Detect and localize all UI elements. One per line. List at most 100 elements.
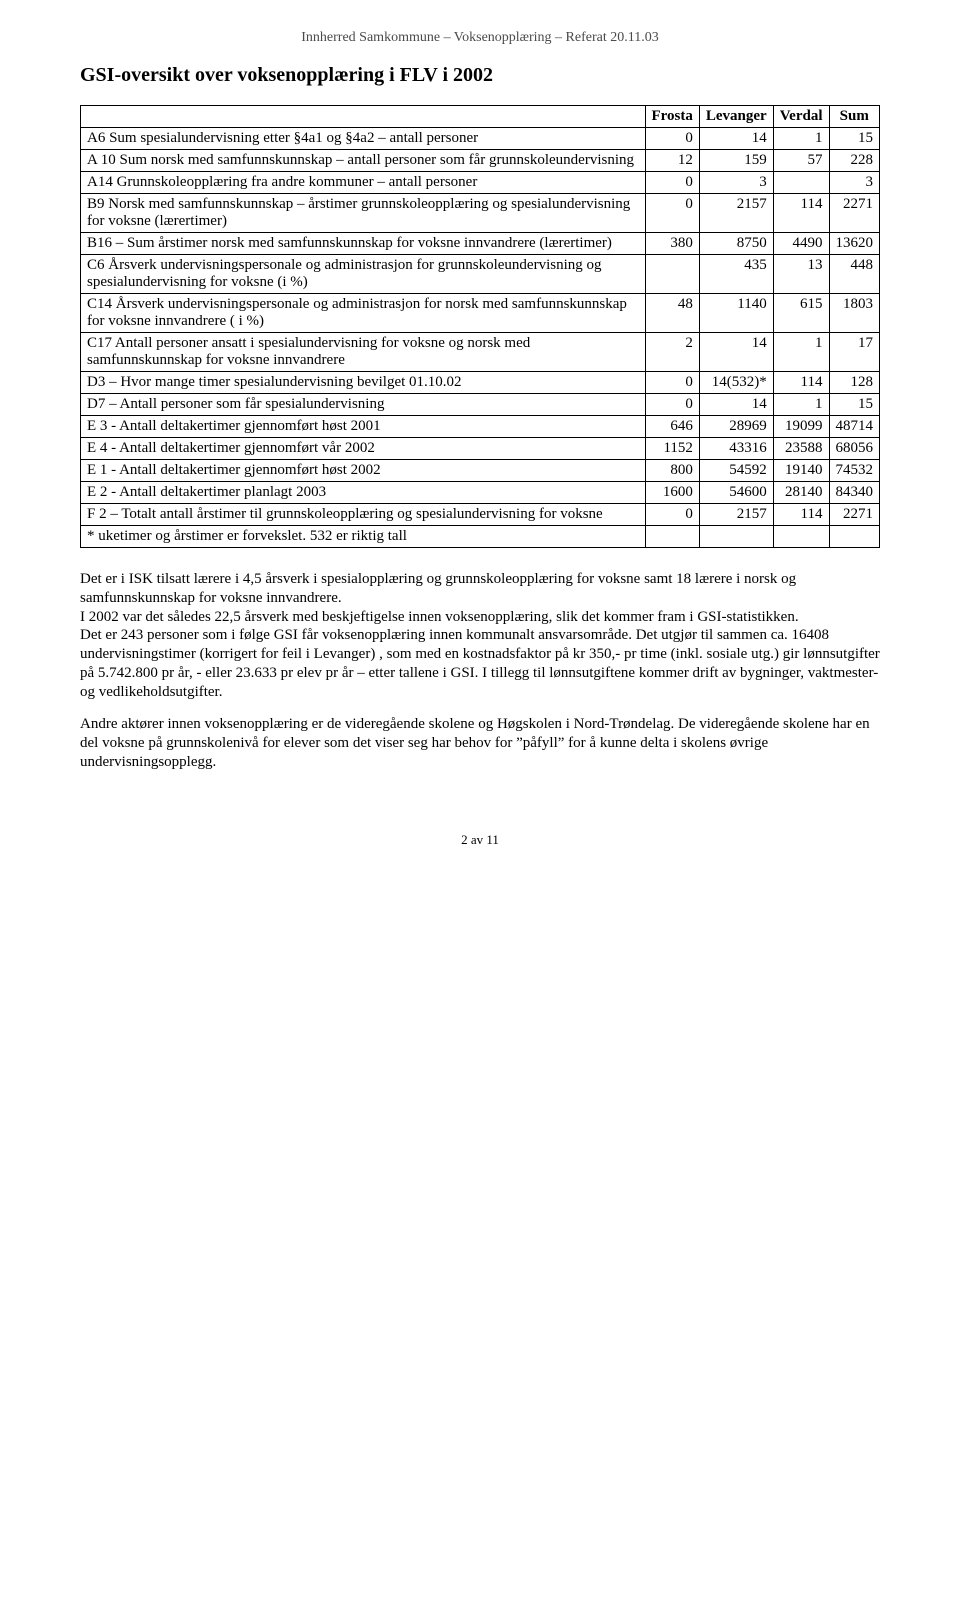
- row-label: E 2 - Antall deltakertimer planlagt 2003: [81, 482, 646, 504]
- table-row: C17 Antall personer ansatt i spesialunde…: [81, 333, 880, 372]
- row-label: A 10 Sum norsk med samfunnskunnskap – an…: [81, 150, 646, 172]
- row-cell: [645, 255, 699, 294]
- table-row: B16 – Sum årstimer norsk med samfunnskun…: [81, 233, 880, 255]
- table-row: C6 Årsverk undervisningspersonale og adm…: [81, 255, 880, 294]
- row-cell: 54600: [699, 482, 773, 504]
- row-label: E 4 - Antall deltakertimer gjennomført v…: [81, 438, 646, 460]
- row-cell: 2271: [829, 194, 880, 233]
- row-cell: [773, 526, 829, 548]
- paragraph: Det er i ISK tilsatt lærere i 4,5 årsver…: [80, 570, 880, 701]
- gsi-table: Frosta Levanger Verdal Sum A6 Sum spesia…: [80, 105, 880, 548]
- row-cell: 800: [645, 460, 699, 482]
- row-cell: [699, 526, 773, 548]
- table-row: D3 – Hvor mange timer spesialundervisnin…: [81, 372, 880, 394]
- page-footer: 2 av 11: [80, 832, 880, 848]
- row-cell: 3: [829, 172, 880, 194]
- row-label: C6 Årsverk undervisningspersonale og adm…: [81, 255, 646, 294]
- row-cell: 12: [645, 150, 699, 172]
- row-cell: 114: [773, 372, 829, 394]
- row-cell: 48: [645, 294, 699, 333]
- row-cell: 14: [699, 394, 773, 416]
- row-cell: [645, 526, 699, 548]
- row-cell: 2157: [699, 194, 773, 233]
- row-cell: 14: [699, 128, 773, 150]
- table-row: E 3 - Antall deltakertimer gjennomført h…: [81, 416, 880, 438]
- table-body: A6 Sum spesialundervisning etter §4a1 og…: [81, 128, 880, 548]
- row-cell: 114: [773, 194, 829, 233]
- row-cell: 13: [773, 255, 829, 294]
- row-cell: 0: [645, 194, 699, 233]
- row-label: D3 – Hvor mange timer spesialundervisnin…: [81, 372, 646, 394]
- row-cell: 3: [699, 172, 773, 194]
- table-row: A 10 Sum norsk med samfunnskunnskap – an…: [81, 150, 880, 172]
- row-label: B9 Norsk med samfunnskunnskap – årstimer…: [81, 194, 646, 233]
- col-levanger: Levanger: [699, 106, 773, 128]
- row-cell: 15: [829, 394, 880, 416]
- row-cell: 1152: [645, 438, 699, 460]
- row-cell: 1: [773, 394, 829, 416]
- section-title: GSI-oversikt over voksenopplæring i FLV …: [80, 64, 880, 87]
- col-blank: [81, 106, 646, 128]
- row-cell: 74532: [829, 460, 880, 482]
- table-row: E 2 - Antall deltakertimer planlagt 2003…: [81, 482, 880, 504]
- row-cell: 615: [773, 294, 829, 333]
- table-row: C14 Årsverk undervisningspersonale og ad…: [81, 294, 880, 333]
- row-cell: 28140: [773, 482, 829, 504]
- row-cell: 1: [773, 333, 829, 372]
- row-cell: 8750: [699, 233, 773, 255]
- row-cell: 28969: [699, 416, 773, 438]
- page-header: Innherred Samkommune – Voksenopplæring –…: [80, 30, 880, 46]
- row-label: E 1 - Antall deltakertimer gjennomført h…: [81, 460, 646, 482]
- table-row: A14 Grunnskoleopplæring fra andre kommun…: [81, 172, 880, 194]
- row-cell: 1140: [699, 294, 773, 333]
- row-cell: 14(532)*: [699, 372, 773, 394]
- row-cell: 14: [699, 333, 773, 372]
- row-label: F 2 – Totalt antall årstimer til grunnsk…: [81, 504, 646, 526]
- row-cell: 159: [699, 150, 773, 172]
- row-cell: 2271: [829, 504, 880, 526]
- row-cell: 0: [645, 504, 699, 526]
- body-text: Det er i ISK tilsatt lærere i 4,5 årsver…: [80, 570, 880, 772]
- row-cell: [829, 526, 880, 548]
- col-frosta: Frosta: [645, 106, 699, 128]
- row-cell: 43316: [699, 438, 773, 460]
- row-cell: 84340: [829, 482, 880, 504]
- row-cell: 48714: [829, 416, 880, 438]
- row-cell: 448: [829, 255, 880, 294]
- row-cell: 0: [645, 394, 699, 416]
- row-label: * uketimer og årstimer er forvekslet. 53…: [81, 526, 646, 548]
- table-row: B9 Norsk med samfunnskunnskap – årstimer…: [81, 194, 880, 233]
- row-label: C14 Årsverk undervisningspersonale og ad…: [81, 294, 646, 333]
- col-verdal: Verdal: [773, 106, 829, 128]
- row-cell: 380: [645, 233, 699, 255]
- row-cell: 1600: [645, 482, 699, 504]
- row-cell: 2: [645, 333, 699, 372]
- row-cell: 646: [645, 416, 699, 438]
- row-cell: 435: [699, 255, 773, 294]
- row-cell: 1803: [829, 294, 880, 333]
- table-row: A6 Sum spesialundervisning etter §4a1 og…: [81, 128, 880, 150]
- row-cell: 23588: [773, 438, 829, 460]
- row-label: A6 Sum spesialundervisning etter §4a1 og…: [81, 128, 646, 150]
- row-cell: 128: [829, 372, 880, 394]
- row-cell: 57: [773, 150, 829, 172]
- row-cell: [773, 172, 829, 194]
- paragraph: Andre aktører innen voksenopplæring er d…: [80, 715, 880, 771]
- row-cell: 2157: [699, 504, 773, 526]
- row-cell: 0: [645, 372, 699, 394]
- row-cell: 15: [829, 128, 880, 150]
- table-row: E 4 - Antall deltakertimer gjennomført v…: [81, 438, 880, 460]
- table-row: D7 – Antall personer som får spesialunde…: [81, 394, 880, 416]
- row-label: C17 Antall personer ansatt i spesialunde…: [81, 333, 646, 372]
- row-cell: 19140: [773, 460, 829, 482]
- row-label: B16 – Sum årstimer norsk med samfunnskun…: [81, 233, 646, 255]
- row-cell: 114: [773, 504, 829, 526]
- row-label: E 3 - Antall deltakertimer gjennomført h…: [81, 416, 646, 438]
- row-label: A14 Grunnskoleopplæring fra andre kommun…: [81, 172, 646, 194]
- row-cell: 0: [645, 128, 699, 150]
- row-cell: 68056: [829, 438, 880, 460]
- row-label: D7 – Antall personer som får spesialunde…: [81, 394, 646, 416]
- row-cell: 17: [829, 333, 880, 372]
- col-sum: Sum: [829, 106, 880, 128]
- table-row: F 2 – Totalt antall årstimer til grunnsk…: [81, 504, 880, 526]
